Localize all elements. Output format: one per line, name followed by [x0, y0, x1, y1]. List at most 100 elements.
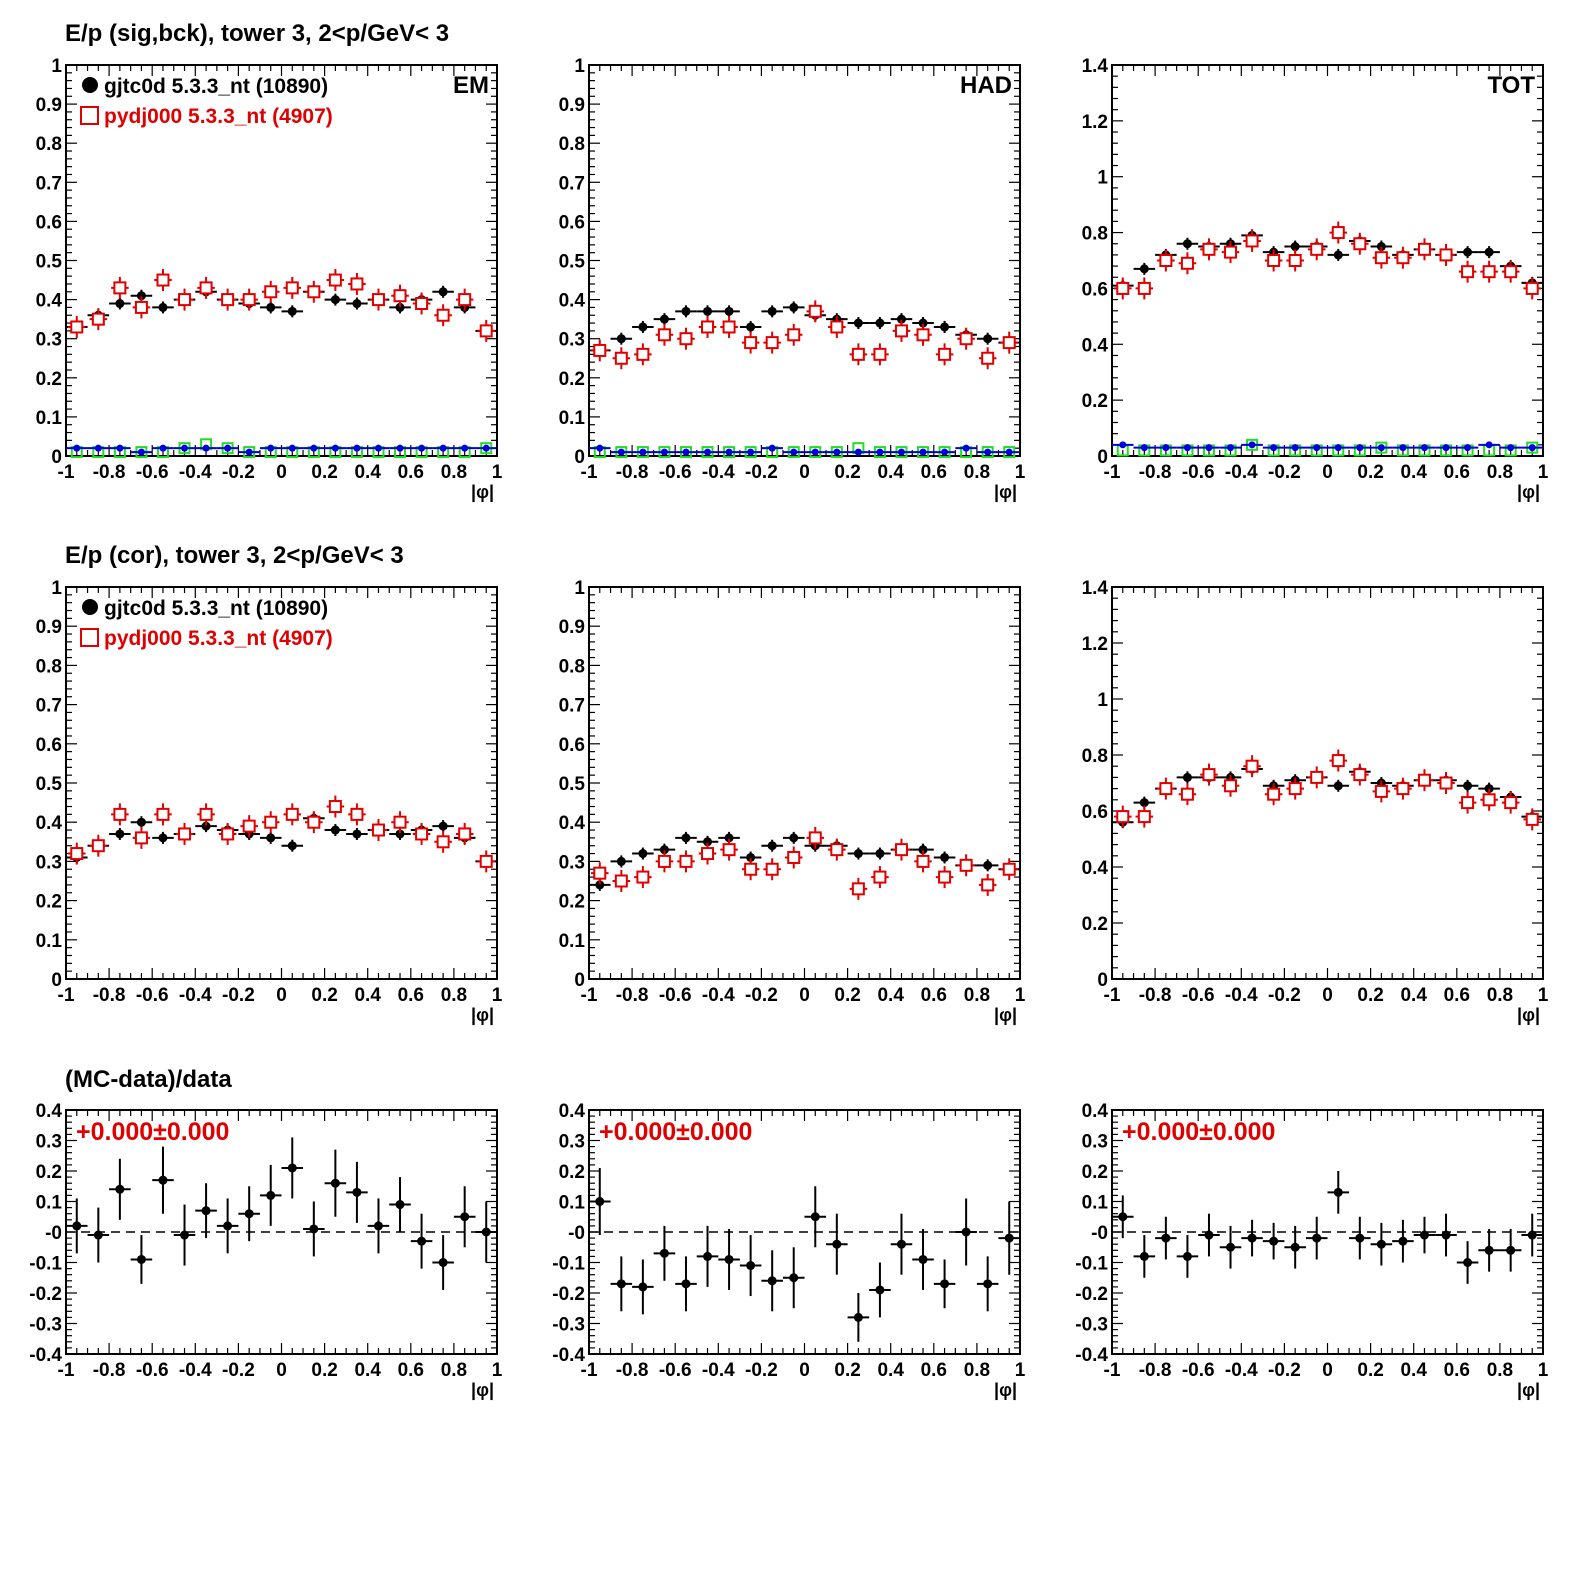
x-tick-label: 0.6: [921, 1360, 947, 1381]
data-point: [983, 860, 993, 870]
bkg-data-point: [1485, 441, 1493, 449]
x-axis-label: |φ|: [471, 1380, 494, 1400]
mc-point: [285, 281, 299, 295]
y-tick-label: 0.1: [36, 1193, 63, 1214]
bkg-data-point: [310, 444, 318, 452]
mc-point: [1525, 812, 1539, 826]
bkg-data-point: [854, 448, 862, 456]
x-tick-label: -0.4: [179, 462, 212, 483]
x-tick-label: 0.6: [398, 985, 424, 1006]
x-tick-label: 0.2: [311, 985, 337, 1006]
data-point: [115, 299, 125, 309]
x-tick-label: 0.8: [441, 1360, 467, 1381]
x-tick-label: 0: [276, 985, 287, 1006]
data-point: [789, 302, 799, 312]
x-tick-label: 0.4: [1400, 1360, 1427, 1381]
y-tick-label: 0.8: [1082, 746, 1108, 767]
data-point: [703, 306, 713, 316]
bkg-data-point: [159, 444, 167, 452]
row-title-ratio: (MC-data)/data: [65, 1066, 232, 1093]
x-tick-label: -0.6: [136, 985, 169, 1006]
bkg-data-point: [73, 444, 81, 452]
y-tick-label: 0: [1097, 970, 1108, 991]
bkg-data-point: [418, 444, 426, 452]
data-point: [940, 852, 950, 862]
data-point: [703, 837, 713, 847]
x-tick-label: -1: [581, 985, 598, 1006]
y-tick-label: -0.2: [29, 1284, 62, 1305]
mc-point: [808, 304, 822, 318]
y-tick-label: 0.3: [1082, 1132, 1108, 1153]
mc-point: [1396, 782, 1410, 796]
ratio-point: [1441, 1230, 1451, 1240]
mc-point: [1224, 779, 1238, 793]
panel-label: EM: [453, 72, 489, 99]
data-point: [616, 856, 626, 866]
bkg-data-point: [224, 444, 232, 452]
x-tick-label: 0.8: [964, 1360, 990, 1381]
data-point: [1463, 247, 1473, 257]
y-tick-label: 1.4: [1082, 56, 1109, 77]
ratio-point: [1527, 1230, 1537, 1240]
bkg-data-point: [1528, 444, 1536, 452]
bkg-data-point: [596, 444, 604, 452]
mc-point: [1137, 810, 1151, 824]
x-tick-label: 0.2: [1357, 985, 1383, 1006]
y-tick-label: 0.2: [1082, 1162, 1108, 1183]
ratio-point: [1226, 1242, 1236, 1252]
data-point: [595, 880, 605, 890]
bkg-data-point: [1377, 444, 1385, 452]
ratio-point: [352, 1187, 362, 1197]
ratio-point: [287, 1163, 297, 1173]
bkg-data-point: [202, 444, 210, 452]
mc-point: [134, 831, 148, 845]
y-tick-label: 0.5: [36, 774, 63, 795]
ratio-point: [1484, 1245, 1494, 1255]
data-point: [681, 833, 691, 843]
x-tick-label: -0.2: [1268, 462, 1301, 483]
chart-panel-r0c1: -1 -0.8 -0.6 -0.4 -0.2 0 0.2 0.4 0.6 0.8 1 0 0.1 0.2 0…: [559, 56, 1026, 502]
y-tick-label: 0.3: [559, 330, 585, 351]
data-point: [1484, 784, 1494, 794]
x-tick-label: 0.2: [1357, 462, 1383, 483]
mc-point: [1116, 281, 1130, 295]
y-tick-label: 0.6: [36, 212, 62, 233]
mc-point: [91, 312, 105, 326]
y-tick-label: 0.6: [1082, 802, 1108, 823]
bkg-data-point: [617, 448, 625, 456]
mc-point: [1374, 784, 1388, 798]
bkg-data-point: [876, 448, 884, 456]
data-point: [1182, 772, 1192, 782]
mc-point: [1245, 759, 1259, 773]
row-title-sig-bck: E/p (sig,bck), tower 3, 2<p/GeV< 3: [65, 20, 450, 47]
mc-point: [593, 866, 607, 880]
y-tick-label: 0.1: [559, 931, 586, 952]
y-tick-label: 0.3: [36, 1132, 62, 1153]
mc-point: [1310, 770, 1324, 784]
legend-label-data: gjtc0d 5.3.3_nt (10890): [104, 597, 328, 620]
mc-point: [156, 807, 170, 821]
x-tick-label: -0.6: [659, 985, 692, 1006]
x-tick-label: 0.6: [1444, 985, 1470, 1006]
mc-point: [91, 839, 105, 853]
ratio-point: [373, 1221, 383, 1231]
legend-marker-data: [82, 77, 98, 93]
bkg-data-point: [439, 444, 447, 452]
ratio-point: [1204, 1230, 1214, 1240]
y-tick-label: -0: [568, 1223, 585, 1244]
mc-point: [328, 800, 342, 814]
mc-point: [873, 347, 887, 361]
mc-point: [614, 874, 628, 888]
mc-point: [830, 843, 844, 857]
mc-point: [134, 300, 148, 314]
data-point: [724, 833, 734, 843]
mc-point: [350, 807, 364, 821]
data-point: [287, 841, 297, 851]
mc-point: [851, 882, 865, 896]
x-tick-label: -0.2: [1268, 985, 1301, 1006]
y-tick-label: 0.8: [1082, 224, 1108, 245]
bkg-data-point: [482, 444, 490, 452]
y-tick-label: 0.2: [559, 892, 585, 913]
mc-point: [765, 336, 779, 350]
bkg-data-point: [1334, 444, 1342, 452]
